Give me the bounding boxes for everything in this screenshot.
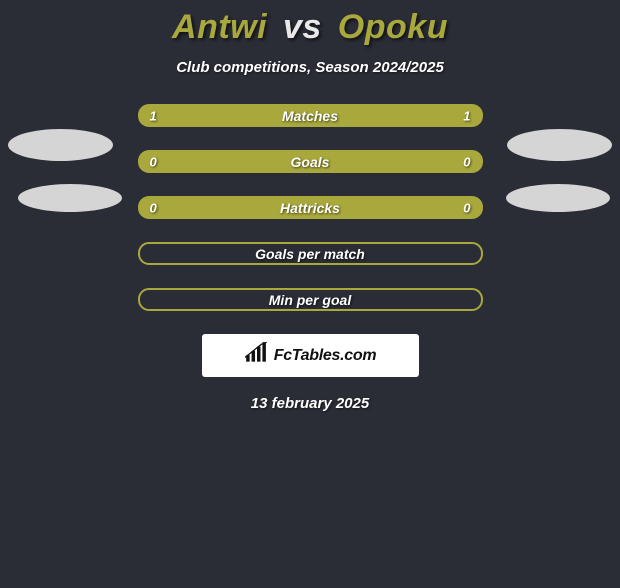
stat-value-left: 1 — [150, 108, 157, 123]
stat-row-min-per-goal: Min per goal — [138, 288, 483, 311]
logo-text: FcTables.com — [274, 347, 377, 365]
stats-container: 1 Matches 1 0 Goals 0 0 Hattricks 0 Goal… — [138, 104, 483, 311]
bar-chart-icon — [244, 342, 270, 369]
player2-avatar-primary — [507, 129, 612, 161]
stat-label: Hattricks — [280, 200, 340, 216]
player1-avatar-secondary — [18, 184, 122, 212]
stat-value-right: 0 — [463, 200, 470, 215]
player2-avatar-secondary — [506, 184, 610, 212]
stat-row-goals-per-match: Goals per match — [138, 242, 483, 265]
site-logo[interactable]: FcTables.com — [202, 334, 419, 377]
stat-label: Min per goal — [269, 292, 351, 308]
player1-avatar-primary — [8, 129, 113, 161]
stat-value-right: 0 — [463, 154, 470, 169]
stat-value-left: 0 — [150, 154, 157, 169]
stat-value-left: 0 — [150, 200, 157, 215]
player1-name: Antwi — [172, 8, 267, 46]
player2-name: Opoku — [338, 8, 448, 46]
stat-value-right: 1 — [463, 108, 470, 123]
stat-row-goals: 0 Goals 0 — [138, 150, 483, 173]
vs-text: vs — [283, 8, 322, 46]
stat-row-hattricks: 0 Hattricks 0 — [138, 196, 483, 219]
stat-label: Matches — [282, 108, 338, 124]
stat-label: Goals per match — [255, 246, 365, 262]
subtitle: Club competitions, Season 2024/2025 — [0, 59, 620, 76]
stat-row-matches: 1 Matches 1 — [138, 104, 483, 127]
footer-date: 13 february 2025 — [0, 395, 620, 412]
comparison-title: Antwi vs Opoku — [0, 8, 620, 47]
stat-label: Goals — [291, 154, 330, 170]
